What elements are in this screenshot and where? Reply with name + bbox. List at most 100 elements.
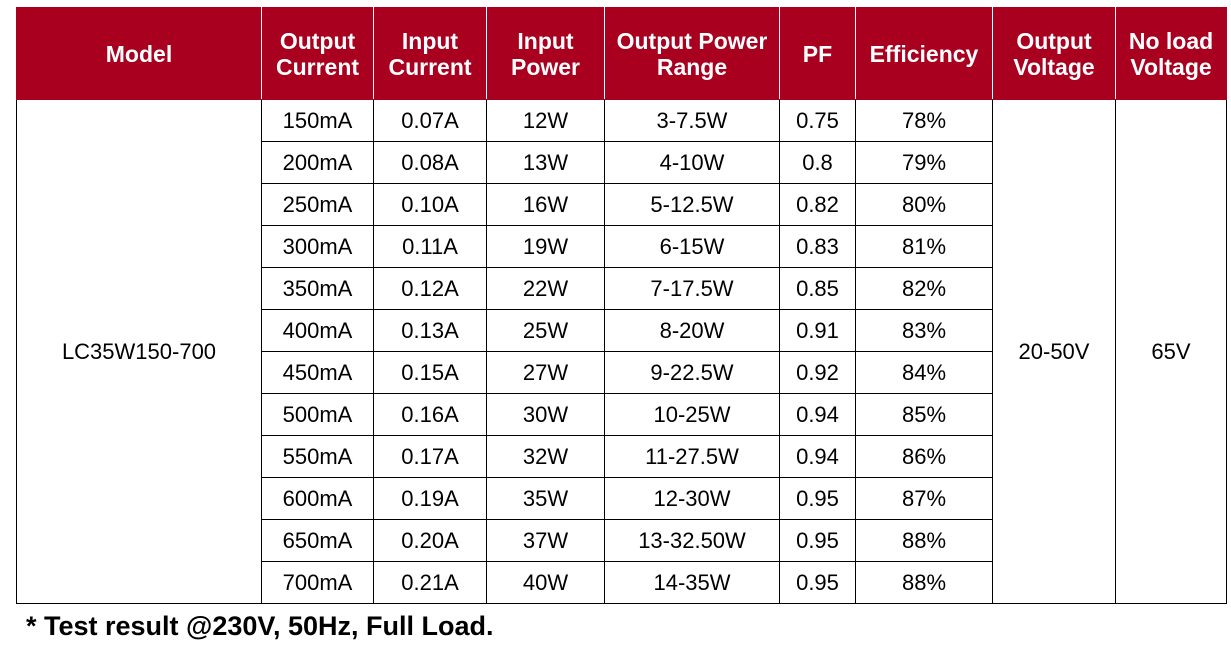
table-body: LC35W150-700 150mA 0.07A 12W 3-7.5W 0.75 78% 20…	[16, 99, 1227, 604]
output-current-cell: 650mA	[261, 519, 374, 562]
pf-cell: 0.85	[779, 267, 856, 310]
pf-cell: 0.75	[779, 99, 856, 142]
header-line: Current	[388, 53, 472, 80]
input-current-cell: 0.21A	[373, 561, 487, 604]
input-power-cell: 37W	[486, 519, 605, 562]
pf-cell: 0.94	[779, 393, 856, 436]
header-output-power-range: Output Power Range	[604, 7, 780, 100]
header-line: Efficiency	[869, 40, 979, 67]
input-power-cell: 32W	[486, 435, 605, 478]
pf-cell: 0.92	[779, 351, 856, 394]
model-cell: LC35W150-700	[16, 99, 262, 604]
input-power-cell: 25W	[486, 309, 605, 352]
output-power-range-cell: 7-17.5W	[604, 267, 780, 310]
header-line: Power	[510, 53, 581, 80]
table-row: 550mA 0.17A 32W 11-27.5W 0.94 86%	[17, 435, 1227, 478]
table-row: LC35W150-700 150mA 0.07A 12W 3-7.5W 0.75 78% 20…	[16, 99, 1227, 604]
input-current-cell: 0.15A	[373, 351, 487, 394]
output-current-cell: 250mA	[261, 183, 374, 226]
header-efficiency: Efficiency	[855, 7, 993, 100]
input-current-cell: 0.16A	[373, 393, 487, 436]
efficiency-cell: 82%	[855, 267, 993, 310]
input-power-cell: 12W	[486, 99, 605, 142]
no-load-voltage-cell: 65V	[1115, 99, 1227, 604]
efficiency-cell: 84%	[855, 351, 993, 394]
output-power-range-cell: 13-32.50W	[604, 519, 780, 562]
output-power-range-cell: 8-20W	[604, 309, 780, 352]
output-power-range-cell: 9-22.5W	[604, 351, 780, 394]
header-line: Voltage	[1013, 53, 1095, 80]
output-current-cell: 500mA	[261, 393, 374, 436]
input-power-cell: 19W	[486, 225, 605, 268]
output-current-cell: 700mA	[261, 561, 374, 604]
input-current-cell: 0.10A	[373, 183, 487, 226]
header-input-current: Input Current	[373, 7, 487, 100]
input-current-cell: 0.08A	[373, 141, 487, 184]
efficiency-cell: 88%	[855, 561, 993, 604]
header-line: Output	[279, 27, 356, 54]
header-input-power: Input Power	[486, 7, 605, 100]
input-current-cell: 0.20A	[373, 519, 487, 562]
header-line: Output Power	[616, 27, 768, 54]
table-row: 350mA 0.12A 22W 7-17.5W 0.85 82%	[17, 267, 1227, 310]
output-current-cell: 450mA	[261, 351, 374, 394]
table-row: 500mA 0.16A 30W 10-25W 0.94 85%	[17, 393, 1227, 436]
efficiency-cell: 83%	[855, 309, 993, 352]
efficiency-cell: 86%	[855, 435, 993, 478]
output-current-cell: 600mA	[261, 477, 374, 520]
output-current-cell: 550mA	[261, 435, 374, 478]
footnote: * Test result @230V, 50Hz, Full Load.	[26, 611, 494, 641]
efficiency-cell: 85%	[855, 393, 993, 436]
efficiency-cell: 80%	[855, 183, 993, 226]
efficiency-cell: 78%	[855, 99, 993, 142]
input-power-cell: 16W	[486, 183, 605, 226]
output-power-range-cell: 12-30W	[604, 477, 780, 520]
efficiency-cell: 87%	[855, 477, 993, 520]
header-line: Input	[401, 27, 459, 54]
output-power-range-cell: 14-35W	[604, 561, 780, 604]
header-line: Output	[1016, 27, 1092, 54]
pf-cell: 0.94	[779, 435, 856, 478]
output-power-range-cell: 5-12.5W	[604, 183, 780, 226]
output-current-cell: 150mA	[261, 99, 374, 142]
output-power-range-cell: 6-15W	[604, 225, 780, 268]
header-line: No load	[1128, 27, 1214, 54]
header-pf: PF	[779, 7, 856, 100]
input-current-cell: 0.12A	[373, 267, 487, 310]
table-row: 700mA 0.21A 40W 14-35W 0.95 88%	[17, 561, 1227, 604]
pf-cell: 0.82	[779, 183, 856, 226]
table-row: 400mA 0.13A 25W 8-20W 0.91 83%	[17, 309, 1227, 352]
output-current-cell: 350mA	[261, 267, 374, 310]
input-power-cell: 30W	[486, 393, 605, 436]
output-current-cell: 200mA	[261, 141, 374, 184]
pf-cell: 0.95	[779, 519, 856, 562]
table-row: 250mA 0.10A 16W 5-12.5W 0.82 80%	[17, 183, 1227, 226]
input-current-cell: 0.11A	[373, 225, 487, 268]
header-no-load-voltage: No load Voltage	[1115, 7, 1227, 100]
table-row: 300mA 0.11A 19W 6-15W 0.83 81%	[17, 225, 1227, 268]
input-power-cell: 13W	[486, 141, 605, 184]
input-power-cell: 22W	[486, 267, 605, 310]
spec-table: Model Output Current Input Current Input Power…	[16, 7, 1227, 604]
input-current-cell: 0.17A	[373, 435, 487, 478]
header-line: Model	[105, 40, 173, 67]
output-power-range-cell: 4-10W	[604, 141, 780, 184]
header-line: Range	[656, 53, 728, 80]
header-row: Model Output Current Input Current Input Power…	[16, 7, 1227, 100]
output-voltage-cell: 20-50V	[992, 99, 1116, 604]
efficiency-cell: 79%	[855, 141, 993, 184]
input-power-cell: 40W	[486, 561, 605, 604]
header-output-voltage: Output Voltage	[992, 7, 1116, 100]
pf-cell: 0.83	[779, 225, 856, 268]
output-power-range-cell: 3-7.5W	[604, 99, 780, 142]
header-line: Voltage	[1130, 53, 1212, 80]
pf-cell: 0.95	[779, 477, 856, 520]
input-power-cell: 27W	[486, 351, 605, 394]
efficiency-cell: 81%	[855, 225, 993, 268]
output-power-range-cell: 11-27.5W	[604, 435, 780, 478]
pf-cell: 0.91	[779, 309, 856, 352]
input-current-cell: 0.13A	[373, 309, 487, 352]
table-header: Model Output Current Input Current Input Power…	[16, 7, 1227, 100]
header-model: Model	[16, 7, 262, 100]
header-line: PF	[802, 40, 833, 67]
